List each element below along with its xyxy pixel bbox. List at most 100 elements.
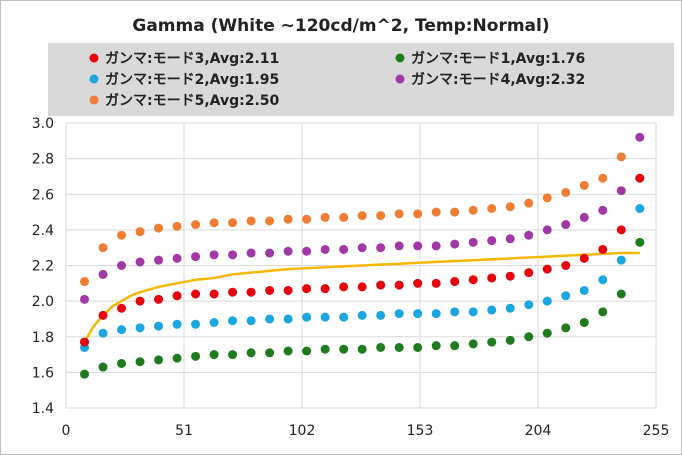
legend-label: ガンマ:モード5,Avg:2.50	[105, 93, 280, 109]
data-point	[542, 264, 552, 274]
data-point	[505, 202, 515, 212]
data-point	[265, 248, 275, 258]
data-point	[191, 289, 201, 299]
data-point	[505, 234, 515, 244]
x-tick-label: 255	[643, 423, 670, 439]
data-point	[135, 257, 145, 267]
data-point	[265, 285, 275, 295]
data-point	[80, 277, 90, 287]
data-point	[542, 328, 552, 338]
data-point	[635, 132, 645, 142]
data-point	[542, 296, 552, 306]
data-point	[431, 341, 441, 351]
data-point	[616, 152, 626, 162]
data-points	[80, 132, 645, 379]
legend-label: ガンマ:モード4,Avg:2.32	[411, 72, 585, 88]
legend-marker	[395, 53, 405, 63]
data-point	[80, 294, 90, 304]
data-point	[135, 323, 145, 333]
data-point	[394, 241, 404, 251]
data-point	[209, 350, 219, 360]
data-point	[98, 328, 108, 338]
data-point	[635, 173, 645, 183]
data-point	[561, 291, 571, 301]
data-point	[117, 358, 127, 368]
data-point	[228, 350, 238, 360]
data-point	[283, 314, 293, 324]
data-point	[542, 225, 552, 235]
data-point	[135, 227, 145, 237]
data-point	[357, 243, 367, 253]
data-point	[98, 362, 108, 372]
data-point	[394, 342, 404, 352]
y-tick-label: 2.4	[32, 223, 54, 239]
data-point	[117, 303, 127, 313]
data-point	[450, 341, 460, 351]
data-point	[283, 285, 293, 295]
data-point	[579, 318, 589, 327]
data-point	[524, 300, 534, 310]
data-point	[246, 316, 256, 326]
data-point	[542, 193, 552, 203]
data-point	[431, 207, 441, 217]
legend-marker	[89, 53, 99, 63]
legend-marker	[89, 74, 99, 84]
data-point	[413, 309, 423, 319]
y-tick-label: 1.8	[32, 330, 54, 346]
data-point	[339, 282, 349, 292]
data-point	[302, 284, 312, 294]
data-point	[339, 344, 349, 354]
data-point	[80, 369, 90, 379]
y-tick-label: 3.0	[32, 116, 54, 132]
legend-marker	[395, 74, 405, 84]
data-point	[376, 310, 386, 320]
y-tick-label: 2.2	[32, 259, 54, 275]
y-tick-label: 1.4	[32, 401, 54, 417]
data-point	[487, 273, 497, 283]
data-point	[98, 243, 108, 253]
y-tick-label: 2.6	[32, 187, 54, 203]
data-point	[394, 280, 404, 290]
data-point	[376, 342, 386, 352]
data-point	[246, 216, 256, 226]
data-point	[357, 282, 367, 292]
data-point	[154, 255, 164, 265]
data-point	[413, 278, 423, 288]
data-point	[154, 321, 164, 331]
data-point	[320, 284, 330, 294]
data-point	[394, 209, 404, 219]
data-point	[616, 225, 626, 235]
data-point	[579, 180, 589, 190]
data-point	[487, 305, 497, 315]
data-point	[357, 310, 367, 320]
data-point	[246, 287, 256, 297]
data-point	[616, 289, 626, 299]
data-point	[598, 173, 608, 183]
data-point	[191, 252, 201, 262]
data-point	[376, 211, 386, 221]
data-point	[172, 221, 182, 231]
data-point	[431, 241, 441, 251]
data-point	[209, 250, 219, 260]
data-point	[524, 198, 534, 208]
data-point	[487, 236, 497, 246]
data-point	[283, 346, 293, 356]
data-point	[505, 303, 515, 313]
data-point	[561, 261, 571, 270]
reference-curve	[83, 251, 640, 343]
data-point	[561, 187, 571, 197]
data-point	[579, 212, 589, 222]
data-point	[135, 357, 145, 367]
data-point	[283, 246, 293, 256]
data-point	[172, 319, 182, 329]
data-point	[579, 285, 589, 295]
y-tick-label: 1.6	[32, 365, 54, 381]
legend-label: ガンマ:モード3,Avg:2.11	[105, 51, 279, 67]
data-point	[487, 204, 497, 213]
data-point	[431, 278, 441, 288]
data-point	[320, 244, 330, 254]
data-point	[394, 309, 404, 319]
data-point	[172, 353, 182, 363]
data-point	[616, 186, 626, 196]
data-point	[579, 253, 589, 263]
